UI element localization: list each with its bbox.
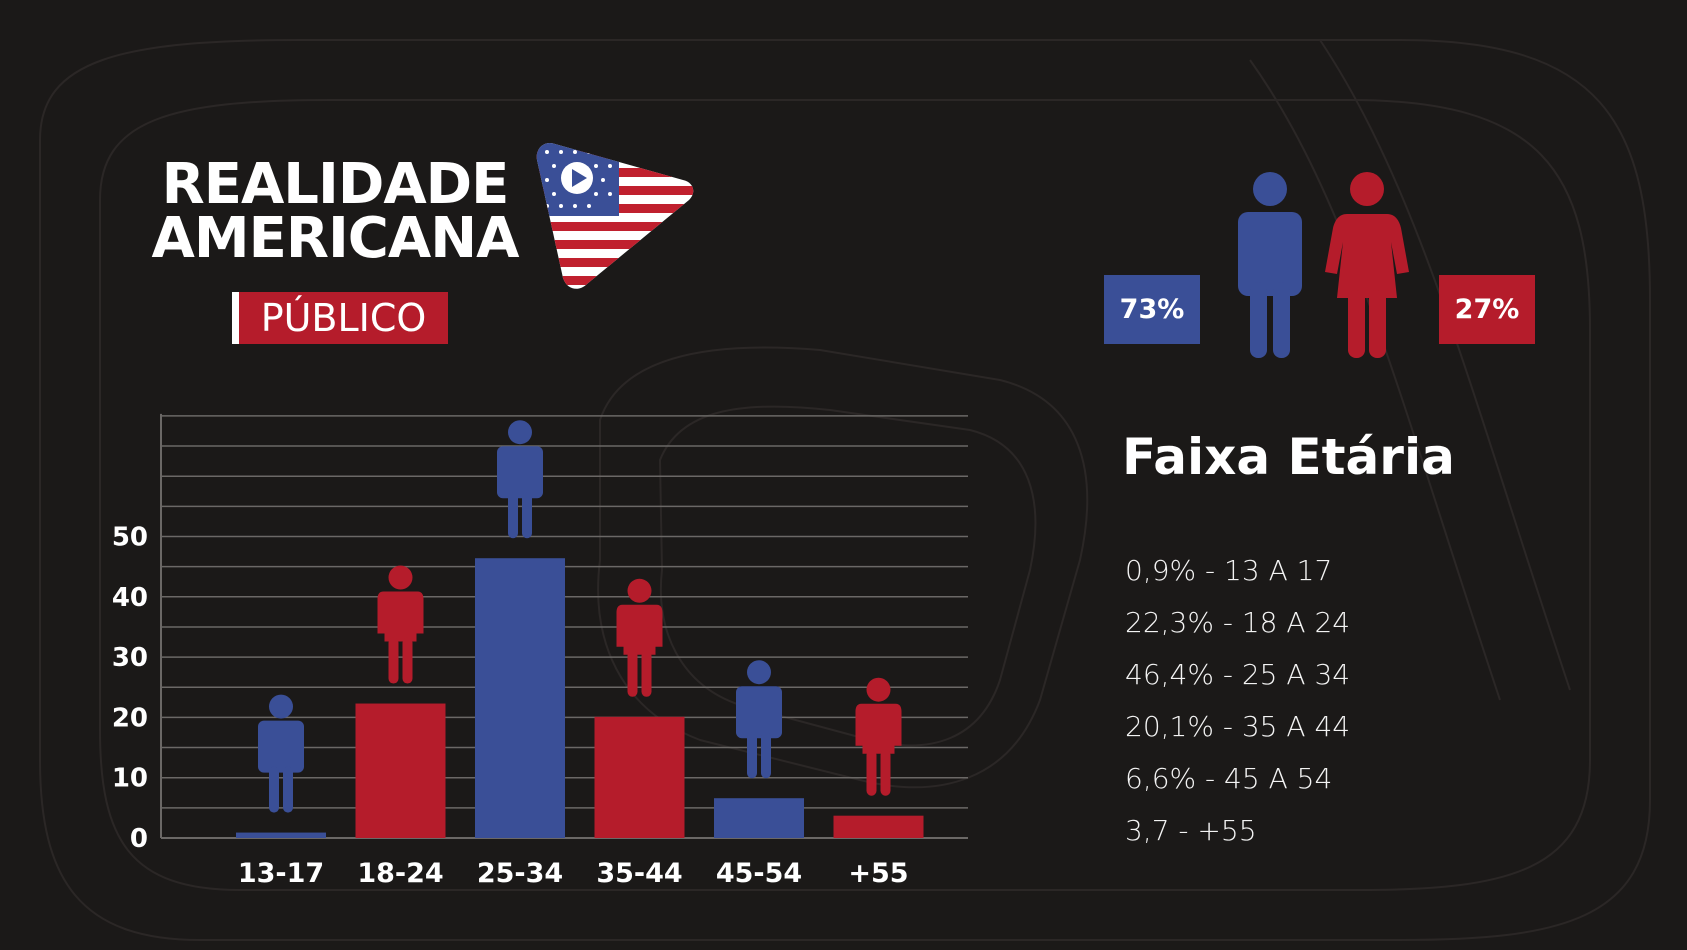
age-range-title: Faixa Etária (1122, 428, 1455, 486)
y-tick-label: 20 (112, 703, 148, 733)
bar (833, 815, 924, 838)
female-percentage-badge: 27% (1439, 275, 1535, 344)
male-person-icon (258, 694, 304, 813)
brand-title-line2: AMERICANA (151, 206, 520, 271)
age-range-item: 0,9% - 13 A 17 (1125, 554, 1333, 587)
age-range-item: 22,3% - 18 A 24 (1125, 606, 1351, 639)
male-person-icon (736, 660, 782, 779)
male-person-icon (497, 420, 543, 539)
age-range-item: 3,7 - +55 (1125, 814, 1257, 847)
age-range-item: 20,1% - 35 A 44 (1125, 710, 1351, 743)
bar (475, 558, 565, 838)
y-tick-label: 0 (130, 824, 148, 854)
age-range-item: 46,4% - 25 A 34 (1125, 658, 1351, 691)
bar (236, 832, 326, 838)
flag-play-logo (536, 142, 694, 289)
x-tick-label: +55 (848, 858, 908, 889)
y-tick-label: 50 (112, 523, 148, 553)
x-tick-label: 45-54 (716, 858, 802, 889)
x-tick-label: 13-17 (238, 858, 324, 889)
bar (714, 798, 804, 838)
female-person-icon (855, 677, 902, 796)
x-tick-label: 25-34 (477, 858, 563, 889)
male-person-icon (1238, 172, 1302, 358)
female-person-icon (1325, 172, 1409, 358)
section-badge: PÚBLICO (232, 292, 448, 344)
bar (594, 716, 685, 838)
x-tick-label: 18-24 (357, 858, 443, 889)
brand-title-line1: REALIDADE (161, 152, 510, 217)
age-range-list: 0,9% - 13 A 17 22,3% - 18 A 24 46,4% - 2… (1125, 545, 1350, 857)
y-tick-label: 40 (112, 583, 148, 613)
male-percentage-badge: 73% (1104, 275, 1200, 344)
age-range-item: 6,6% - 45 A 54 (1125, 762, 1333, 795)
female-person-icon (616, 578, 663, 697)
brand-title: REALIDADE AMERICANA (150, 152, 520, 271)
x-tick-label: 35-44 (596, 858, 682, 889)
female-person-icon (377, 565, 424, 684)
y-tick-label: 30 (112, 643, 148, 673)
bar (355, 703, 446, 838)
y-tick-label: 10 (112, 764, 148, 794)
